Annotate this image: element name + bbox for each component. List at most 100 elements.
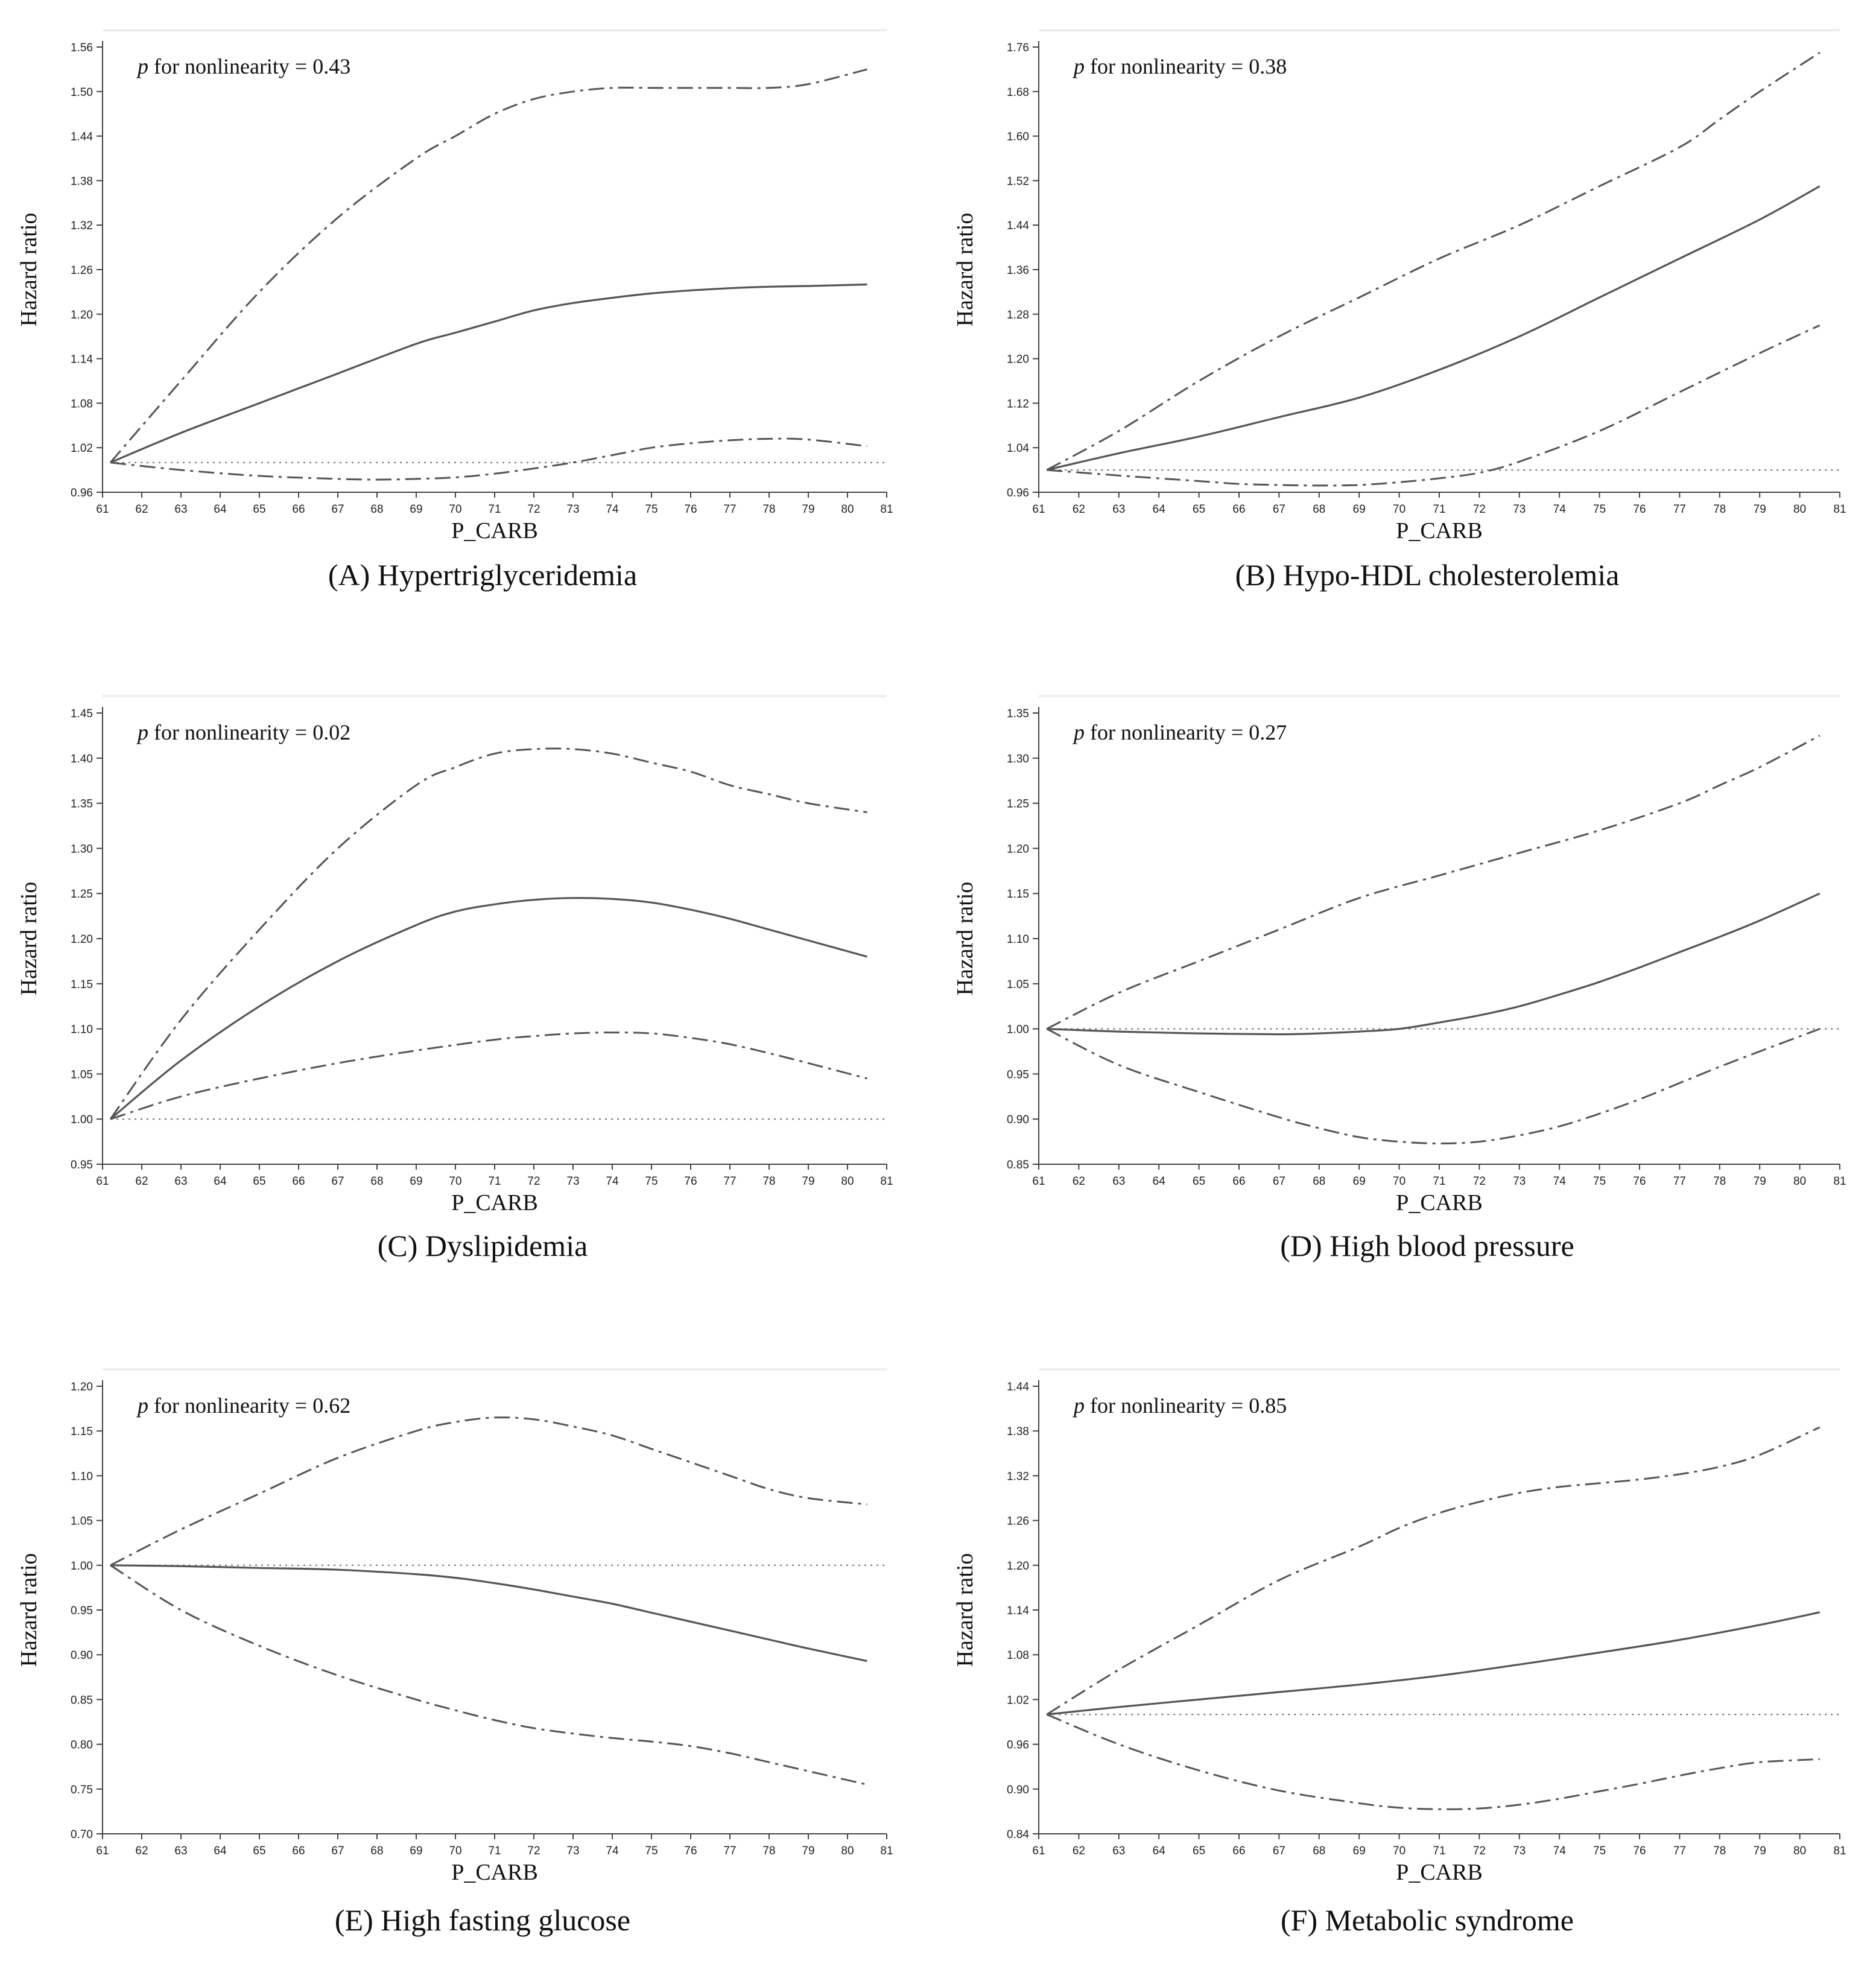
panel-b-x-tick-label: 76	[1633, 503, 1646, 516]
panel-a-nonlinearity-annotation: p for nonlinearity = 0.43	[136, 54, 350, 78]
panel-a-x-tick-label: 66	[292, 503, 305, 516]
panel-e-y-tick-label: 0.70	[71, 1828, 93, 1841]
panel-a-x-tick-label: 80	[841, 503, 854, 516]
panel-e: 0.70 0.75 0.80 0.85 0.90 0.95 1.00 1.05 1.10 1.15…	[16, 1368, 893, 1937]
panel-d-x-tick-label: 77	[1673, 1175, 1686, 1188]
panel-e-caption: (E) High fasting glucose	[335, 1903, 630, 1937]
panel-e-y-axis-label: Hazard ratio	[16, 1553, 42, 1667]
panel-c-x-tick-label: 72	[527, 1175, 540, 1188]
panel-d-x-tick-label: 71	[1433, 1175, 1445, 1188]
panel-f-y-tick-label: 0.84	[1007, 1828, 1029, 1841]
panel-a-y-tick-label: 1.44	[71, 131, 93, 144]
panel-a-y-tick-label: 1.02	[71, 442, 93, 455]
panel-a-lower-ci-line	[110, 437, 867, 481]
panel-e-x-tick-label: 73	[566, 1845, 579, 1857]
panel-b-x-tick-label: 75	[1593, 503, 1606, 516]
panel-b-x-tick-label: 81	[1833, 503, 1846, 516]
panel-e-x-tick-label: 69	[410, 1845, 422, 1857]
panel-a-x-tick-label: 70	[449, 503, 461, 516]
panel-c-y-tick-label: 1.20	[71, 933, 93, 946]
panel-c-x-tick-label: 74	[606, 1175, 619, 1188]
panel-d-upper-ci-line	[1046, 735, 1821, 1030]
panel-b-y-tick-label: 0.96	[1007, 487, 1029, 499]
panel-e-x-tick-label: 79	[802, 1845, 814, 1857]
panel-f-y-tick-label: 1.14	[1007, 1605, 1029, 1617]
panel-d-x-tick-label: 73	[1513, 1175, 1526, 1188]
panel-f-p-symbol: p	[1072, 1393, 1085, 1418]
panel-d-p-value-text: for nonlinearity = 0.27	[1085, 720, 1287, 744]
panel-f-x-tick-label: 72	[1473, 1845, 1486, 1857]
panel-c-x-tick-label: 68	[370, 1175, 383, 1188]
panel-f-x-tick-label: 78	[1713, 1845, 1726, 1857]
panel-d-y-tick-label: 1.15	[1007, 888, 1029, 901]
panel-b-x-axis-label: P_CARB	[1396, 518, 1483, 544]
panel-a-y-tick-label: 1.50	[71, 86, 93, 99]
panel-a-hazard-ratio-line	[110, 284, 867, 464]
panel-b-x-tick-label: 78	[1713, 503, 1726, 516]
panel-f-x-tick-label: 81	[1833, 1845, 1846, 1857]
panel-a-p-symbol: p	[136, 54, 148, 78]
panel-c-x-tick-label: 77	[723, 1175, 736, 1188]
panel-e-y-tick-label: 0.95	[71, 1605, 93, 1617]
panel-c-caption: (C) Dyslipidemia	[378, 1229, 588, 1263]
panel-b-x-tick-label: 66	[1232, 503, 1245, 516]
panel-e-x-tick-label: 70	[449, 1845, 461, 1857]
panel-d-x-tick-label: 68	[1313, 1175, 1325, 1188]
panel-c-x-tick-label: 69	[410, 1175, 422, 1188]
panel-b-x-tick-label: 72	[1473, 503, 1486, 516]
panel-e-y-tick-label: 1.00	[71, 1560, 93, 1573]
panel-e-x-tick-label: 77	[723, 1845, 736, 1857]
panel-b-y-tick-label: 1.04	[1007, 442, 1029, 455]
panel-e-y-tick-label: 1.20	[71, 1381, 93, 1393]
panel-f-y-tick-label: 1.26	[1007, 1515, 1029, 1528]
panel-f-x-tick-label: 61	[1032, 1845, 1045, 1857]
panel-d-hazard-ratio-line	[1047, 892, 1821, 1036]
panel-e-x-tick-label: 66	[292, 1845, 305, 1857]
panel-b: 0.96 1.04 1.12 1.20 1.28 1.36 1.44 1.52 1.60 1.68…	[952, 29, 1846, 592]
panel-d-y-tick-label: 1.20	[1007, 843, 1029, 855]
panel-c-x-tick-label: 61	[96, 1175, 109, 1188]
panel-f-lower-ci-line	[1046, 1713, 1820, 1810]
panel-a-x-tick-label: 77	[723, 503, 736, 516]
panel-b-x-tick-label: 68	[1313, 503, 1325, 516]
panel-a-x-tick-label: 63	[174, 503, 187, 516]
panel-e-x-tick-label: 64	[214, 1845, 227, 1857]
panel-c-x-tick-label: 65	[253, 1175, 265, 1188]
panel-b-nonlinearity-annotation: p for nonlinearity = 0.38	[1072, 54, 1287, 78]
panel-c-y-tick-label: 1.25	[71, 888, 93, 901]
panel-e-p-symbol: p	[136, 1393, 148, 1418]
panel-e-x-tick-label: 67	[331, 1845, 344, 1857]
panel-f-x-tick-label: 75	[1593, 1845, 1606, 1857]
panel-d-x-tick-label: 62	[1073, 1175, 1085, 1188]
panel-c-x-tick-label: 78	[762, 1175, 775, 1188]
panel-f-x-tick-label: 67	[1273, 1845, 1285, 1857]
panel-b-y-tick-label: 1.36	[1007, 264, 1029, 277]
panel-c-x-tick-label: 79	[802, 1175, 814, 1188]
panel-e-x-tick-label: 75	[645, 1845, 658, 1857]
panel-a-x-tick-label: 69	[410, 503, 422, 516]
panel-b-p-value-text: for nonlinearity = 0.38	[1085, 54, 1287, 78]
panel-a-x-tick-label: 79	[802, 503, 814, 516]
panel-f-x-tick-label: 77	[1673, 1845, 1686, 1857]
panel-d: 0.85 0.90 0.95 1.00 1.05 1.10 1.15 1.20 1.25 1.30…	[952, 695, 1846, 1263]
panel-c-y-tick-label: 1.40	[71, 753, 93, 765]
panel-a-x-tick-label: 61	[96, 503, 109, 516]
panel-a-y-tick-label: 1.20	[71, 309, 93, 322]
panel-c-y-tick-label: 1.10	[71, 1024, 93, 1036]
panel-f-x-tick-label: 76	[1633, 1845, 1646, 1857]
panel-e-y-tick-label: 0.90	[71, 1649, 93, 1662]
panel-d-x-tick-label: 66	[1232, 1175, 1245, 1188]
panel-e-y-tick-label: 0.80	[71, 1739, 93, 1752]
panel-d-x-tick-label: 70	[1393, 1175, 1405, 1188]
panel-d-x-tick-label: 74	[1553, 1175, 1567, 1188]
panel-c-x-tick-label: 66	[292, 1175, 305, 1188]
panel-d-x-tick-label: 80	[1793, 1175, 1806, 1188]
panel-d-y-tick-label: 1.25	[1007, 798, 1029, 811]
panel-b-y-tick-label: 1.20	[1007, 353, 1029, 366]
panel-b-x-tick-label: 73	[1513, 503, 1526, 516]
panel-d-caption: (D) High blood pressure	[1280, 1229, 1574, 1263]
panel-d-x-tick-label: 72	[1473, 1175, 1486, 1188]
panel-d-nonlinearity-annotation: p for nonlinearity = 0.27	[1072, 720, 1287, 744]
panel-d-x-tick-label: 67	[1273, 1175, 1285, 1188]
